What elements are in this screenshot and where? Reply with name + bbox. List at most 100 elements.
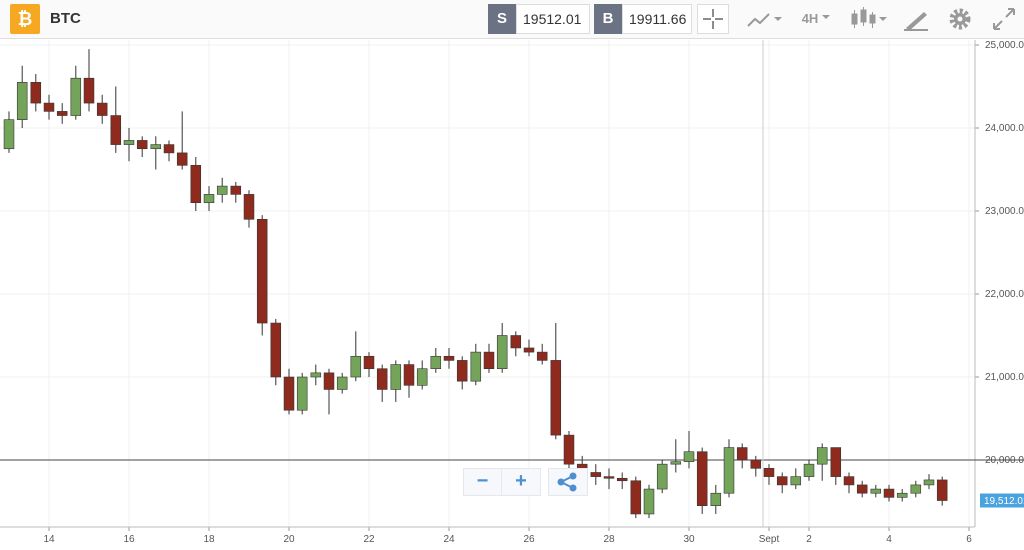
candle-body <box>656 463 668 490</box>
candle-body <box>256 218 268 324</box>
candle-body <box>590 472 602 477</box>
sell-price[interactable]: 19512.01 <box>516 4 590 34</box>
candle-body <box>163 144 175 154</box>
sell-button[interactable]: S <box>488 4 516 34</box>
candle-body <box>936 479 948 501</box>
candle-body <box>696 451 708 506</box>
candle-body <box>816 447 828 465</box>
candle-body <box>803 463 815 477</box>
x-tick-label: 20 <box>283 534 295 545</box>
last-price-box <box>980 493 1024 508</box>
candle-body <box>336 376 348 390</box>
y-tick-label: 21,000.00 <box>985 372 1024 383</box>
candle-body <box>483 351 495 370</box>
x-tick-label: 16 <box>123 534 135 545</box>
buy-price[interactable]: 19911.66 <box>622 4 692 34</box>
candle-body <box>643 488 655 515</box>
candle-body <box>723 447 735 494</box>
candle-body <box>683 451 695 462</box>
candle-body <box>203 194 215 203</box>
candle-body <box>123 140 135 145</box>
zoom-out-button[interactable]: − <box>463 468 502 496</box>
y-tick-label: 25,000.00 <box>985 40 1024 51</box>
toolbar: ₿ BTC S 19512.01 B 19911.66 4H <box>0 0 1024 39</box>
crosshair-button[interactable] <box>697 4 729 34</box>
candle-body <box>110 115 122 145</box>
candle-body <box>883 488 895 498</box>
buy-button[interactable]: B <box>594 4 622 34</box>
symbol-icon[interactable]: ₿ <box>10 4 40 34</box>
candle-body <box>763 468 775 477</box>
candle-body <box>136 140 148 150</box>
candle-body <box>310 372 322 378</box>
x-tick-label: 24 <box>443 534 455 545</box>
candle-body <box>496 335 508 370</box>
candle-body <box>376 368 388 390</box>
y-tick-label: 22,000.00 <box>985 289 1024 300</box>
candle-body <box>536 351 548 361</box>
interval-button[interactable]: 4H <box>801 11 819 26</box>
candle-body <box>16 82 28 120</box>
candle-body <box>736 447 748 461</box>
candle-body <box>870 488 882 494</box>
candle-body <box>230 185 242 195</box>
fullscreen-button[interactable] <box>990 5 1018 33</box>
share-button[interactable] <box>548 468 588 496</box>
candle-body <box>3 119 15 150</box>
x-tick-label: 2 <box>806 534 812 545</box>
x-tick-label: 26 <box>523 534 535 545</box>
symbol[interactable]: BTC <box>50 10 81 27</box>
candle-body <box>30 82 42 104</box>
candle-body <box>896 492 908 498</box>
candle-body <box>910 484 922 494</box>
plot-background <box>0 40 975 527</box>
candle-body <box>150 144 162 150</box>
candle-body <box>923 479 935 486</box>
x-tick-label: 28 <box>603 534 615 545</box>
candle-body <box>523 347 535 353</box>
candle-body <box>456 360 468 382</box>
candle-body <box>190 165 202 203</box>
candle-body <box>83 77 95 104</box>
candle-body <box>470 351 482 382</box>
drawing-button[interactable] <box>900 4 932 34</box>
candle-body <box>243 194 255 220</box>
candle-body <box>830 447 842 477</box>
candle-body <box>616 477 628 482</box>
candle-body <box>323 372 335 390</box>
candle-body <box>390 364 402 390</box>
y-tick-label: 23,000.00 <box>985 206 1024 217</box>
candle-body <box>790 476 802 486</box>
candle-body <box>283 376 295 411</box>
candle-body <box>843 476 855 486</box>
candle-body <box>430 355 442 370</box>
settings-button[interactable] <box>946 5 974 33</box>
candle-body <box>750 459 762 469</box>
candle-body <box>510 335 522 349</box>
candle-body <box>363 355 375 370</box>
y-tick-label: 20,000.00 <box>985 455 1024 466</box>
chart-type-button[interactable] <box>745 4 785 34</box>
candles-button[interactable] <box>848 4 888 34</box>
candle-body <box>70 77 82 116</box>
candle-body <box>176 152 188 166</box>
candle-body <box>270 322 282 378</box>
last-price-label: 19,512.01 <box>984 496 1024 507</box>
x-tick-label: 6 <box>966 534 972 545</box>
zoom-in-button[interactable]: + <box>501 468 541 496</box>
candle-body <box>56 111 68 116</box>
x-tick-label: 4 <box>886 534 892 545</box>
candle-body <box>776 476 788 486</box>
candle-body <box>96 102 108 116</box>
candle-body <box>563 434 575 465</box>
candle-body <box>443 355 455 361</box>
x-tick-label: 14 <box>43 534 55 545</box>
candle-body <box>630 480 642 515</box>
x-tick-label: 30 <box>683 534 695 545</box>
candle-body <box>670 461 682 465</box>
candle-body <box>550 360 562 436</box>
candle-body <box>710 492 722 506</box>
candle-body <box>403 364 415 386</box>
